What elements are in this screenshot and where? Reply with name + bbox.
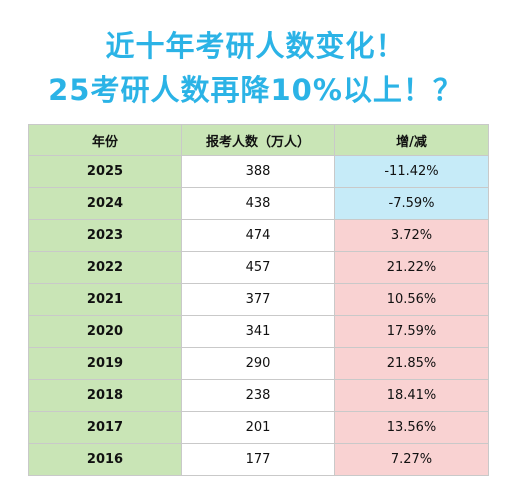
year-cell: 2021 bbox=[28, 283, 182, 316]
change-cell: 13.56% bbox=[334, 411, 489, 444]
table-row: 2019 290 21.85% bbox=[28, 347, 489, 380]
title-line-1: 近十年考研人数变化！ bbox=[105, 29, 406, 63]
change-cell: -7.59% bbox=[334, 187, 489, 220]
table-row: 2016 177 7.27% bbox=[28, 443, 489, 476]
change-cell: 17.59% bbox=[334, 315, 489, 348]
year-cell: 2022 bbox=[28, 251, 182, 284]
table-row: 2023 474 3.72% bbox=[28, 219, 489, 252]
year-cell: 2025 bbox=[28, 155, 182, 188]
change-cell: 7.27% bbox=[334, 443, 489, 476]
count-cell: 201 bbox=[181, 411, 335, 444]
count-cell: 177 bbox=[181, 443, 335, 476]
table-row: 2025 388 -11.42% bbox=[28, 155, 489, 188]
count-cell: 388 bbox=[181, 155, 335, 188]
count-cell: 238 bbox=[181, 379, 335, 412]
count-cell: 377 bbox=[181, 283, 335, 316]
change-cell: 18.41% bbox=[334, 379, 489, 412]
table-row: 2018 238 18.41% bbox=[28, 379, 489, 412]
change-cell: 21.22% bbox=[334, 251, 489, 284]
table-row: 2022 457 21.22% bbox=[28, 251, 489, 284]
count-cell: 438 bbox=[181, 187, 335, 220]
table-row: 2017 201 13.56% bbox=[28, 411, 489, 444]
change-cell: 21.85% bbox=[334, 347, 489, 380]
count-cell: 341 bbox=[181, 315, 335, 348]
year-cell: 2016 bbox=[28, 443, 182, 476]
change-cell: 3.72% bbox=[334, 219, 489, 252]
year-cell: 2020 bbox=[28, 315, 182, 348]
year-cell: 2017 bbox=[28, 411, 182, 444]
count-cell: 457 bbox=[181, 251, 335, 284]
header-change: 增/减 bbox=[334, 124, 489, 156]
change-cell: 10.56% bbox=[334, 283, 489, 316]
year-cell: 2019 bbox=[28, 347, 182, 380]
change-cell: -11.42% bbox=[334, 155, 489, 188]
year-cell: 2018 bbox=[28, 379, 182, 412]
year-cell: 2023 bbox=[28, 219, 182, 252]
count-cell: 474 bbox=[181, 219, 335, 252]
header-year: 年份 bbox=[28, 124, 182, 156]
table-row: 2024 438 -7.59% bbox=[28, 187, 489, 220]
table-header-row: 年份 报考人数（万人） 增/减 bbox=[28, 124, 489, 156]
title-line-2: 25考研人数再降10%以上！？ bbox=[48, 73, 463, 107]
table-row: 2021 377 10.56% bbox=[28, 283, 489, 316]
count-cell: 290 bbox=[181, 347, 335, 380]
table-row: 2020 341 17.59% bbox=[28, 315, 489, 348]
year-cell: 2024 bbox=[28, 187, 182, 220]
header-count: 报考人数（万人） bbox=[181, 124, 335, 156]
exam-applicants-table: 年份 报考人数（万人） 增/减 2025 388 -11.42% 2024 438 -7.… bbox=[28, 124, 489, 476]
